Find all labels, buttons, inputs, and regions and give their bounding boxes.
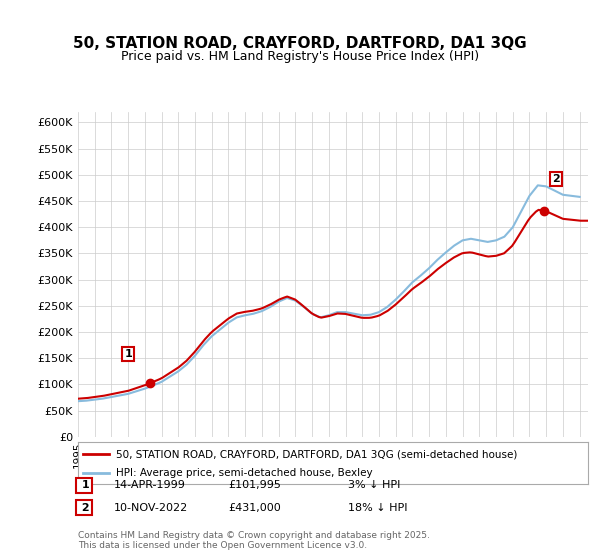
Text: 50, STATION ROAD, CRAYFORD, DARTFORD, DA1 3QG: 50, STATION ROAD, CRAYFORD, DARTFORD, DA… xyxy=(73,36,527,52)
Text: Price paid vs. HM Land Registry's House Price Index (HPI): Price paid vs. HM Land Registry's House … xyxy=(121,50,479,63)
Text: 14-APR-1999: 14-APR-1999 xyxy=(114,480,186,491)
Text: 18% ↓ HPI: 18% ↓ HPI xyxy=(348,503,407,513)
Text: 3% ↓ HPI: 3% ↓ HPI xyxy=(348,480,400,491)
Text: £431,000: £431,000 xyxy=(228,503,281,513)
Text: 50, STATION ROAD, CRAYFORD, DARTFORD, DA1 3QG (semi-detached house): 50, STATION ROAD, CRAYFORD, DARTFORD, DA… xyxy=(116,449,518,459)
Text: 1: 1 xyxy=(124,349,132,359)
Text: 2: 2 xyxy=(552,174,560,184)
Text: 1: 1 xyxy=(78,480,89,491)
Text: £101,995: £101,995 xyxy=(228,480,281,491)
Text: Contains HM Land Registry data © Crown copyright and database right 2025.
This d: Contains HM Land Registry data © Crown c… xyxy=(78,530,430,550)
Text: HPI: Average price, semi-detached house, Bexley: HPI: Average price, semi-detached house,… xyxy=(116,468,373,478)
Text: 10-NOV-2022: 10-NOV-2022 xyxy=(114,503,188,513)
Text: 2: 2 xyxy=(78,503,89,513)
